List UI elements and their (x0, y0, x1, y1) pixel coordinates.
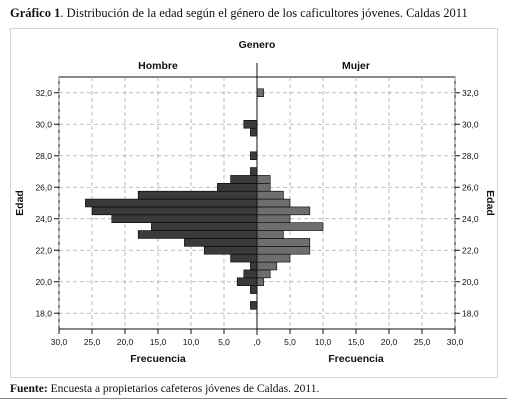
bar-hombre (217, 183, 258, 192)
bar-hombre (250, 127, 258, 137)
bar-hombre (243, 269, 258, 279)
bar-hombre (250, 167, 258, 176)
x-tick-label-right: 15,0 (348, 337, 365, 347)
y-tick-label-left: 22,0 (35, 245, 52, 255)
bar-mujer (256, 253, 291, 263)
y-tick-label-left: 18,0 (35, 308, 52, 318)
bar-hombre (137, 190, 258, 200)
x-tick-label-left: 25,0 (84, 337, 101, 347)
y-tick-label-right: 30,0 (462, 119, 479, 129)
x-tick-label-right: 25,0 (414, 337, 431, 347)
bar-hombre (230, 175, 258, 184)
x-tick-label-left: 15,0 (150, 337, 167, 347)
bar-mujer (256, 183, 271, 192)
y-tick-label-left: 24,0 (35, 214, 52, 224)
chart-title: Genero (239, 39, 276, 51)
panel-label-mujer: Mujer (342, 60, 370, 72)
y-tick-label-left: 32,0 (35, 88, 52, 98)
bar-mujer (256, 261, 278, 271)
y-tick-label-right: 28,0 (462, 151, 479, 161)
x-tick-label-left: 30,0 (51, 337, 68, 347)
y-tick-label-left: 20,0 (35, 277, 52, 287)
x-tick-label-left: 10,0 (183, 337, 200, 347)
bar-mujer (256, 222, 324, 231)
bar-hombre (137, 230, 258, 239)
bar-mujer (256, 238, 311, 247)
y-tick-label-right: 18,0 (462, 308, 479, 318)
x-tick-label-right: 10,0 (315, 337, 332, 347)
bar-hombre (250, 301, 258, 310)
y-tick-label-left: 30,0 (35, 119, 52, 129)
bar-mujer (256, 214, 291, 223)
bar-hombre (184, 238, 258, 247)
bar-mujer (256, 246, 311, 255)
bar-mujer (256, 198, 291, 208)
x-tick-label-left: ,0 (253, 337, 260, 347)
y-tick-label-left: 28,0 (35, 151, 52, 161)
y-tick-label-right: 24,0 (462, 214, 479, 224)
x-tick-label-right: 5,0 (284, 337, 296, 347)
y-tick-label-right: 20,0 (462, 277, 479, 287)
bottom-divider (0, 398, 507, 399)
x-tick-label-right: 30,0 (447, 337, 464, 347)
y-tick-label-right: 22,0 (462, 245, 479, 255)
y-tick-label-right: 26,0 (462, 182, 479, 192)
bar-mujer (256, 88, 264, 97)
x-tick-label-left: 20,0 (117, 337, 134, 347)
bar-mujer (256, 277, 264, 286)
figure-caption-text: . Distribución de la edad según el géner… (60, 6, 468, 20)
panel-label-hombre: Hombre (138, 60, 178, 72)
bar-hombre (230, 253, 258, 263)
y-axis-title-left: Edad (14, 190, 26, 216)
figure-source-label: Fuente: (10, 383, 48, 395)
population-pyramid-chart: Genero Hombre Mujer 18,0 18,0 20,0 20,0 22,0 22,… (14, 39, 496, 365)
bar-hombre (85, 198, 258, 208)
y-tick-label-right: 32,0 (462, 88, 479, 98)
bar-mujer (256, 206, 311, 216)
figure-caption: Gráfico 1. Distribución de la edad según… (10, 6, 505, 21)
x-tick-label-left: 5,0 (218, 337, 230, 347)
bar-mujer (256, 269, 271, 279)
bar-hombre (203, 246, 258, 255)
y-tick-label-left: 26,0 (35, 182, 52, 192)
bar-hombre (236, 277, 258, 286)
bar-hombre (250, 151, 258, 160)
bar-hombre (91, 206, 258, 216)
x-axis-title-hombre: Frecuencia (130, 353, 186, 365)
bar-hombre (111, 214, 258, 223)
figure-source: Fuente: Encuesta a propietarios cafetero… (10, 383, 505, 395)
figure-source-text: Encuesta a propietarios cafeteros jóvene… (47, 383, 320, 395)
chart-container: Genero Hombre Mujer 18,0 18,0 20,0 20,0 22,0 22,… (10, 28, 498, 378)
bar-hombre (250, 261, 258, 271)
bar-hombre (151, 222, 258, 231)
bar-hombre (243, 120, 258, 129)
figure-caption-label: Gráfico 1 (10, 6, 61, 20)
bar-mujer (256, 175, 271, 184)
bar-mujer (256, 230, 284, 239)
y-axis-title-right: Edad (484, 190, 496, 216)
x-tick-label-right: 20,0 (381, 337, 398, 347)
x-axis-title-mujer: Frecuencia (328, 353, 384, 365)
bar-hombre (250, 285, 258, 294)
bar-mujer (256, 190, 284, 200)
